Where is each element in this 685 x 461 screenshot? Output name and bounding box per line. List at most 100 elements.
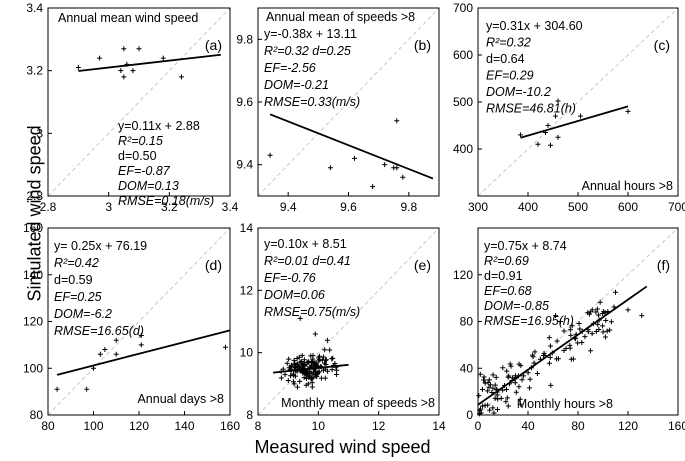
data-point [303, 375, 309, 381]
data-point [394, 165, 400, 171]
regression-line [272, 363, 349, 374]
data-point [578, 113, 583, 119]
data-point [555, 98, 561, 104]
x-tick-label: 3 [105, 200, 112, 214]
data-point [138, 333, 144, 339]
data-point [97, 55, 103, 61]
data-point [534, 370, 540, 376]
data-point [595, 321, 601, 327]
data-point [519, 377, 525, 383]
data-point [487, 407, 493, 413]
y-tick-label: 12 [240, 283, 254, 297]
plot-frame [47, 7, 231, 197]
stat-line: EF=-0.76 [264, 271, 316, 285]
data-point [596, 312, 602, 318]
data-point [588, 309, 594, 315]
data-point [310, 353, 316, 359]
y-tick-label: 9.6 [236, 95, 253, 109]
data-point [588, 348, 594, 354]
data-point [330, 355, 336, 361]
data-point [222, 344, 228, 350]
panel-title: Annual hours >8 [582, 179, 673, 193]
data-point [517, 396, 523, 402]
data-point [278, 375, 284, 381]
data-point [292, 360, 298, 366]
data-point [491, 410, 497, 416]
data-point [486, 384, 492, 390]
data-point [490, 405, 496, 411]
data-point [521, 373, 527, 379]
data-point [568, 332, 574, 338]
data-point [485, 402, 491, 408]
data-point [300, 370, 306, 376]
panel-b: 9.4 9.6 9.8 9.4 9.6 9.8 (b) Annual mean of spee… [236, 7, 440, 214]
data-point [535, 141, 541, 147]
x-tick-label: 9.6 [340, 200, 357, 214]
data-point [593, 329, 599, 335]
data-point [518, 132, 523, 138]
data-point [498, 395, 504, 401]
data-point [291, 357, 297, 363]
data-point [476, 393, 482, 399]
y-tick-label: 600 [453, 48, 473, 62]
data-point [567, 327, 573, 333]
data-point [602, 334, 608, 340]
data-point [325, 368, 331, 374]
data-point [607, 327, 613, 333]
one-to-one-line [257, 227, 440, 416]
panel-label: (a) [205, 37, 222, 53]
data-point [490, 385, 496, 391]
x-tick-label: 3.4 [222, 200, 239, 214]
data-point [323, 357, 329, 363]
data-point [327, 347, 333, 353]
data-point [553, 113, 558, 119]
data-point [334, 367, 340, 373]
data-point [316, 358, 322, 364]
data-point [495, 396, 501, 402]
stat-line: RMSE=16.65(d) [54, 324, 144, 338]
stat-line: y=0.75x + 8.74 [484, 239, 567, 253]
panel-c: 300 400 500 600 700 400 500 600 700 (c) Annual hou… [453, 1, 685, 214]
data-point [597, 299, 603, 305]
data-point [320, 367, 326, 373]
panel-e: 8 10 12 14 8 10 12 14 (e) Monthly mean of speeds … [240, 221, 446, 433]
x-tick-label: 300 [468, 200, 488, 214]
stat-line: d=0.64 [486, 52, 525, 66]
x-tick-label: 160 [668, 419, 685, 433]
data-point [555, 134, 561, 140]
panel-title: Annual mean wind speed [58, 11, 198, 25]
stat-line: R²=0.32 [486, 36, 531, 50]
panel-d: 80 100 120 140 160 80 100 120 140 160 (d) Annual da… [23, 221, 240, 433]
stat-line: DOM=0.06 [264, 288, 325, 302]
stat-line: EF=-0.87 [118, 164, 171, 178]
data-point [113, 351, 119, 357]
data-point [288, 362, 294, 368]
x-tick-label: 10 [312, 419, 326, 433]
one-to-one-line [257, 7, 440, 197]
x-tick-label: 0 [475, 419, 482, 433]
one-to-one-line [477, 7, 679, 197]
stat-line: DOM=-10.2 [486, 85, 551, 99]
data-point [284, 360, 290, 366]
y-tick-label: 3.4 [26, 1, 43, 15]
data-point [546, 360, 552, 366]
data-point [504, 395, 510, 401]
data-point [322, 347, 328, 353]
data-point [297, 378, 303, 384]
data-point [548, 382, 554, 388]
data-point [600, 329, 606, 335]
x-tick-label: 8 [255, 419, 262, 433]
data-point [322, 375, 328, 381]
panel-a: 2.8 3 3.2 3.4 2.8 3 3.2 3.4 (a) Annual mean wind … [26, 1, 238, 214]
x-tick-label: 9.8 [400, 200, 417, 214]
data-point [294, 384, 300, 390]
x-tick-label: 2.8 [40, 200, 57, 214]
data-point [282, 372, 288, 378]
data-point [492, 395, 498, 401]
stat-line: DOM=-6.2 [54, 307, 112, 321]
y-tick-label: 400 [453, 142, 473, 156]
data-point [558, 319, 563, 324]
regression-line [78, 53, 222, 72]
data-point [494, 407, 500, 413]
data-point [91, 365, 96, 371]
